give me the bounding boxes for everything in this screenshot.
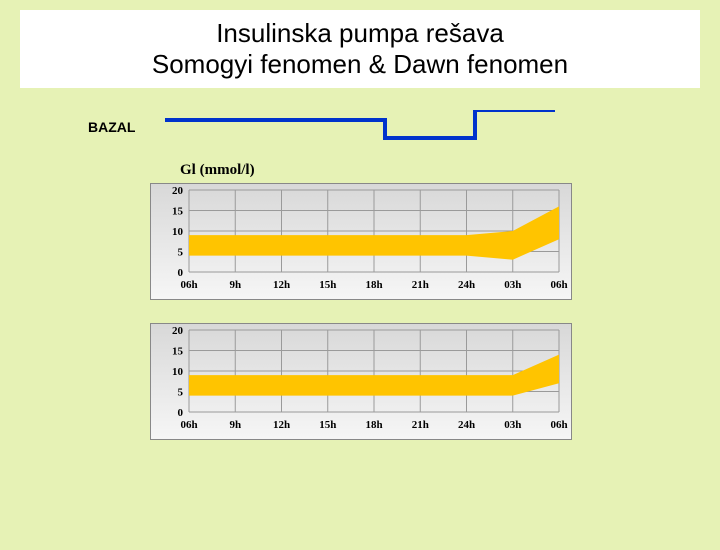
bazal-label: BAZAL — [88, 119, 135, 135]
chart-dawn: 0 5 10 15 20 06h 9h 12h 15h 18h 21h 24h 03h 06h — [150, 323, 572, 440]
svg-text:20: 20 — [172, 325, 184, 337]
svg-text:06h: 06h — [550, 279, 567, 291]
svg-text:9h: 9h — [229, 419, 241, 431]
svg-text:0: 0 — [178, 407, 184, 419]
svg-text:10: 10 — [172, 366, 184, 378]
svg-text:24h: 24h — [458, 419, 475, 431]
bazal-row: BAZAL — [88, 110, 720, 144]
svg-text:0: 0 — [178, 267, 184, 279]
svg-text:20: 20 — [172, 185, 184, 197]
bazal-step-line — [165, 110, 565, 144]
svg-text:9h: 9h — [229, 279, 241, 291]
svg-text:18h: 18h — [365, 419, 382, 431]
svg-text:03h: 03h — [504, 419, 521, 431]
chart-somogyi: 0 5 10 15 20 06h 9h 12h 15h 18h 21h 24h 03h 06h — [150, 183, 572, 300]
svg-text:15: 15 — [172, 206, 184, 218]
svg-text:12h: 12h — [273, 279, 290, 291]
svg-text:15: 15 — [172, 346, 184, 358]
svg-text:06h: 06h — [550, 419, 567, 431]
svg-text:21h: 21h — [412, 419, 429, 431]
svg-text:24h: 24h — [458, 279, 475, 291]
svg-text:03h: 03h — [504, 279, 521, 291]
svg-text:18h: 18h — [365, 279, 382, 291]
svg-text:5: 5 — [178, 387, 184, 399]
title-box: Insulinska pumpa rešava Somogyi fenomen … — [20, 10, 700, 88]
title-line2: Somogyi fenomen & Dawn fenomen — [152, 49, 568, 79]
title-line1: Insulinska pumpa rešava — [216, 18, 504, 48]
svg-text:10: 10 — [172, 226, 184, 238]
svg-text:06h: 06h — [180, 279, 197, 291]
svg-text:21h: 21h — [412, 279, 429, 291]
charts-container: 0 5 10 15 20 06h 9h 12h 15h 18h 21h 24h 03h 06h 0 5 10 1… — [150, 183, 720, 445]
svg-text:15h: 15h — [319, 419, 336, 431]
svg-text:12h: 12h — [273, 419, 290, 431]
gl-axis-label: Gl (mmol/l) — [180, 162, 720, 179]
chart-gap — [150, 305, 720, 323]
title-text: Insulinska pumpa rešava Somogyi fenomen … — [30, 18, 690, 80]
svg-text:15h: 15h — [319, 279, 336, 291]
svg-text:5: 5 — [178, 247, 184, 259]
svg-text:06h: 06h — [180, 419, 197, 431]
